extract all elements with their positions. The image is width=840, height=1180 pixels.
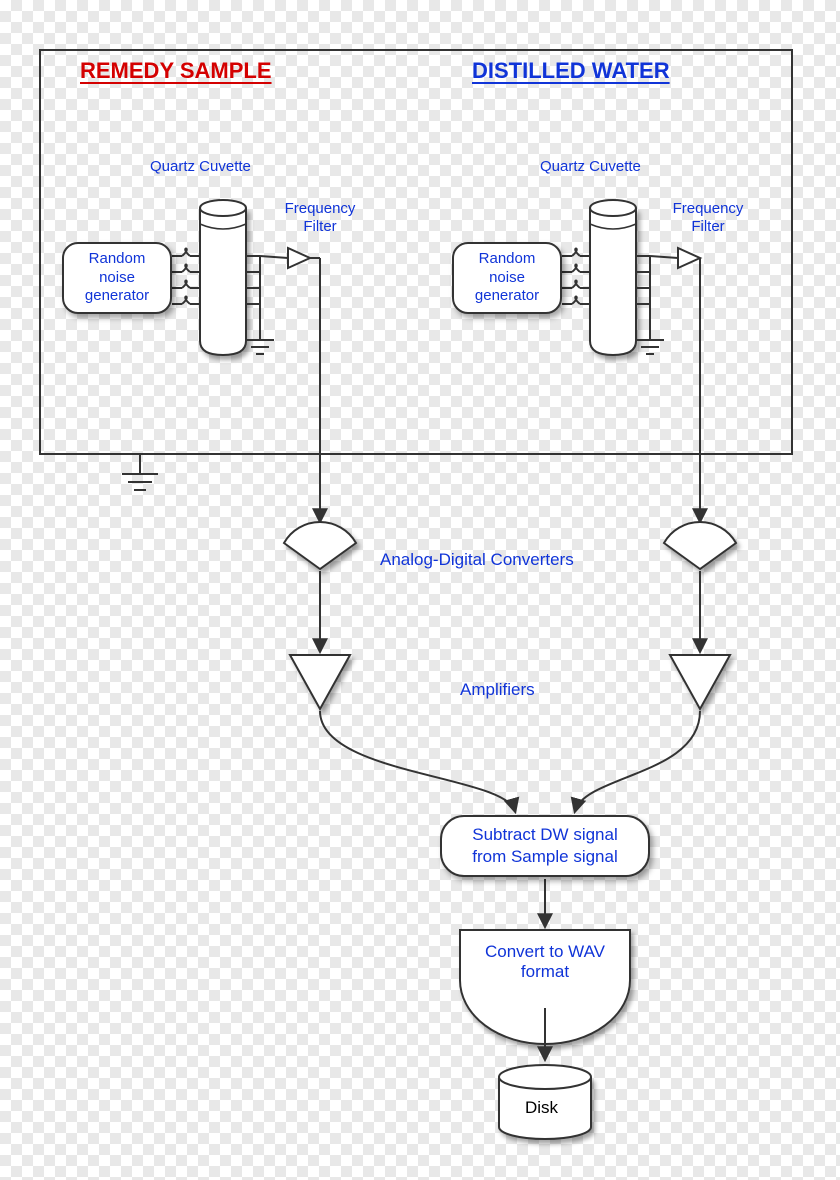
label-freq-left: Frequency Filter [280,200,360,236]
label-cuvette-left: Quartz Cuvette [150,158,251,176]
rng-box-right: Random noise generator [452,242,562,314]
label-wav: Convert to WAV format [460,942,630,983]
diagram-svg [0,0,840,1180]
subtract-box: Subtract DW signal from Sample signal [440,815,650,877]
title-remedy-sample: REMEDY SAMPLE [80,58,272,84]
label-cuvette-right: Quartz Cuvette [540,158,641,176]
label-disk: Disk [525,1098,558,1118]
label-amp: Amplifiers [460,680,535,700]
title-distilled-water: DISTILLED WATER [472,58,670,84]
rng-box-left: Random noise generator [62,242,172,314]
label-adc: Analog-Digital Converters [380,550,574,570]
diagram-stage: REMEDY SAMPLE DISTILLED WATER Quartz Cuv… [0,0,840,1180]
label-freq-right: Frequency Filter [668,200,748,236]
